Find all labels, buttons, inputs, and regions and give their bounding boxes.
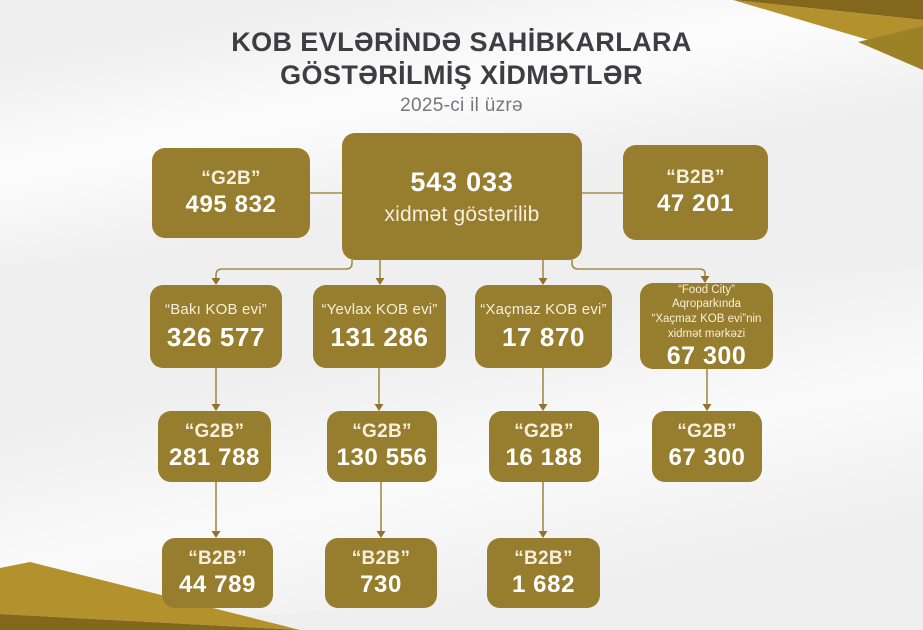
node-b2b-total: “B2B” 47 201 — [623, 145, 768, 240]
connector-root-to-yevlax — [375, 260, 385, 285]
decoration-triangle — [0, 562, 300, 630]
page-title-line1: KOB EVLƏRİNDƏ SAHİBKARLARA — [231, 27, 692, 57]
connector-root-to-foodcity — [571, 260, 710, 283]
node-branch-yevlax: “Yevlax KOB evi” 131 286 — [313, 285, 446, 368]
node-yevlax-g2b: “G2B” 130 556 — [327, 411, 437, 482]
node-baki-g2b: “G2B” 281 788 — [158, 411, 271, 482]
branch-total: 326 577 — [166, 322, 266, 353]
branch-total: 67 300 — [666, 342, 747, 371]
branch-name-line: Aqroparkında — [671, 298, 742, 311]
node-label: “G2B” — [352, 421, 412, 443]
node-root-total: 543 033 xidmət göstərilib — [342, 133, 582, 260]
node-value: 730 — [360, 570, 402, 598]
branch-name-line: “Food City” — [678, 283, 735, 296]
decoration-triangle — [0, 614, 300, 630]
page-subtitle: 2025-ci il üzrə — [400, 94, 523, 116]
connector-xacmaz-to-b2b — [538, 482, 548, 538]
branch-name: “Yevlax KOB evi” — [321, 301, 438, 319]
branch-name-line: “Xaçmaz KOB evi”nin — [651, 313, 762, 326]
corner-decoration-top-right — [733, 0, 923, 70]
node-value: 495 832 — [185, 190, 277, 218]
connector-root-to-baki — [211, 260, 353, 285]
node-label: “B2B” — [514, 547, 573, 569]
node-label: “G2B” — [184, 421, 245, 443]
node-xacmaz-b2b: “B2B” 1 682 — [487, 538, 600, 608]
node-label: xidmət göstərilib — [384, 202, 540, 226]
node-value: 44 789 — [178, 570, 256, 598]
node-value: 281 788 — [169, 444, 260, 472]
node-label: “B2B” — [351, 547, 411, 569]
node-value: 130 556 — [336, 444, 428, 472]
node-yevlax-b2b: “B2B” 730 — [325, 538, 437, 608]
node-value: 16 188 — [505, 444, 583, 472]
branch-total: 131 286 — [330, 322, 429, 353]
connector-baki-to-g2b — [211, 368, 221, 411]
connector-xacmaz-to-g2b — [538, 368, 548, 411]
connector-root-to-xacmaz — [538, 260, 548, 285]
branch-name: “Xaçmaz KOB evi” — [480, 301, 607, 319]
node-label: “G2B” — [201, 167, 261, 189]
node-label: “B2B” — [188, 547, 247, 569]
node-value: 1 682 — [511, 570, 576, 598]
node-value: 47 201 — [656, 190, 734, 218]
node-value: 67 300 — [668, 444, 746, 472]
node-label: “G2B” — [514, 421, 574, 443]
node-branch-baki: “Bakı KOB evi” 326 577 — [150, 285, 282, 368]
node-label: “G2B” — [677, 421, 737, 443]
node-foodcity-g2b: “G2B” 67 300 — [652, 411, 762, 482]
node-value: 543 033 — [410, 167, 514, 198]
node-label: “B2B” — [666, 167, 725, 189]
connector-baki-to-b2b — [211, 482, 221, 538]
node-baki-b2b: “B2B” 44 789 — [162, 538, 273, 608]
node-g2b-total: “G2B” 495 832 — [152, 148, 310, 238]
corner-decoration-bottom-left — [0, 562, 300, 630]
decoration-triangle — [858, 26, 923, 70]
connector-yevlax-to-b2b — [376, 482, 386, 538]
connector-foodcity-to-g2b — [702, 369, 712, 411]
connector-yevlax-to-g2b — [374, 368, 384, 411]
branch-name-line: xidmət mərkəzi — [667, 328, 746, 341]
node-xacmaz-g2b: “G2B” 16 188 — [489, 411, 599, 482]
node-branch-xacmaz: “Xaçmaz KOB evi” 17 870 — [475, 285, 612, 368]
branch-total: 17 870 — [501, 322, 586, 353]
node-branch-foodcity: “Food City” Aqroparkında “Xaçmaz KOB evi… — [640, 283, 773, 371]
branch-name: “Bakı KOB evi” — [165, 301, 267, 319]
page-title-line2: GÖSTƏRİLMİŞ XİDMƏTLƏR — [280, 59, 643, 90]
header: KOB EVLƏRİNDƏ SAHİBKARLARA GÖSTƏRİLMİŞ X… — [0, 26, 923, 117]
